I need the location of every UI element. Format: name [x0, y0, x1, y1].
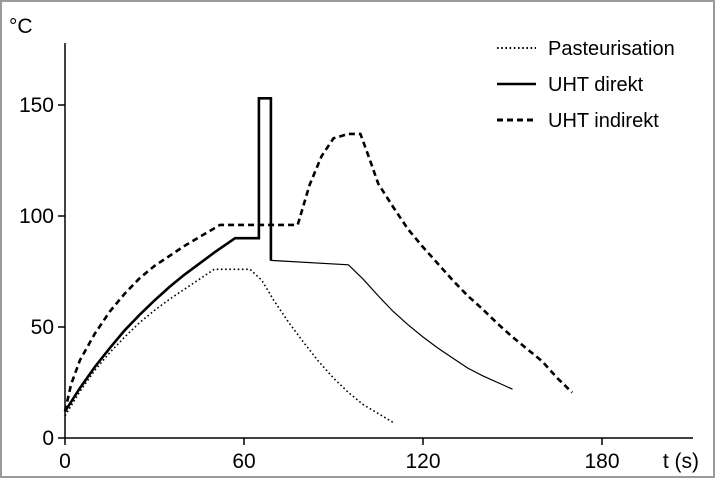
legend-label: UHT direkt [548, 74, 644, 96]
y-tick-label: 150 [19, 94, 54, 117]
y-tick-label: 50 [31, 316, 54, 339]
legend-label: UHT indirekt [548, 110, 659, 132]
series-line-uht-direkt-heating [63, 97, 273, 413]
x-axis-label: t (s) [663, 450, 699, 473]
y-tick-label: 100 [19, 205, 54, 228]
y-tick-label: 0 [42, 427, 54, 450]
x-tick-label: 0 [59, 450, 71, 473]
series-line-pasteurisation [64, 268, 394, 424]
legend-label: Pasteurisation [548, 38, 675, 60]
x-tick-label: 180 [584, 450, 619, 473]
y-axis-label: °C [9, 15, 33, 38]
x-tick-label: 60 [232, 450, 255, 473]
series-line-uht-indirekt [63, 132, 574, 412]
x-tick-label: 120 [405, 450, 440, 473]
series-line-uht-direkt [64, 97, 513, 412]
